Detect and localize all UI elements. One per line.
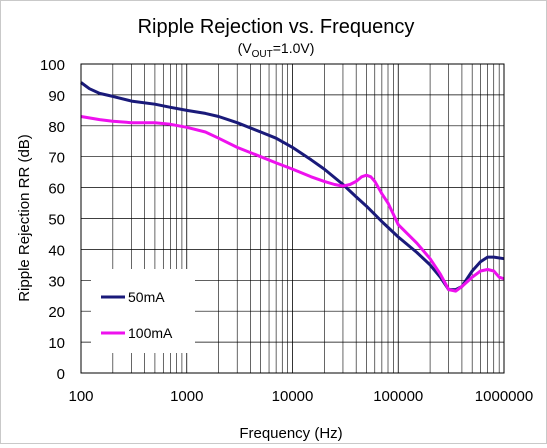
y-tick-label: 50 <box>48 212 65 229</box>
y-tick-label: 40 <box>48 242 65 259</box>
x-tick-label: 100000 <box>373 388 423 405</box>
legend: 50mA 100mA <box>91 269 195 353</box>
legend-label: 100mA <box>128 325 173 341</box>
chart-title: Ripple Rejection vs. Frequency <box>138 16 415 38</box>
subtitle-suffix: =1.0V) <box>273 40 315 56</box>
y-tick-label: 100 <box>40 57 65 74</box>
series-lines <box>80 81 505 293</box>
x-tick-label: 1000000 <box>475 388 533 405</box>
legend-box <box>91 269 195 353</box>
y-tick-label: 70 <box>48 150 65 167</box>
y-tick-label: 60 <box>48 181 65 198</box>
x-tick-label: 100 <box>68 388 93 405</box>
chart-subtitle: (VOUT=1.0V) <box>238 40 315 60</box>
tick-labels: 0 10 20 30 40 50 60 70 80 90 100 100 1000 10000 100000… <box>40 57 533 405</box>
plot-border <box>80 63 505 374</box>
y-tick-label: 20 <box>48 304 65 321</box>
y-tick-label: 30 <box>48 273 65 290</box>
x-tick-label: 1000 <box>170 388 203 405</box>
series-line-100ma <box>80 115 505 293</box>
x-axis-label: Frequency (Hz) <box>239 425 342 442</box>
x-tick-label: 10000 <box>272 388 314 405</box>
subtitle-prefix: (V <box>238 40 253 56</box>
y-tick-label: 80 <box>48 119 65 136</box>
legend-label: 50mA <box>128 289 165 305</box>
y-tick-label: 90 <box>48 88 65 105</box>
subtitle-subscript: OUT <box>252 49 273 60</box>
y-axis-label: Ripple Rejection RR (dB) <box>16 134 33 302</box>
y-tick-label: 0 <box>57 366 65 383</box>
y-tick-label: 10 <box>48 335 65 352</box>
